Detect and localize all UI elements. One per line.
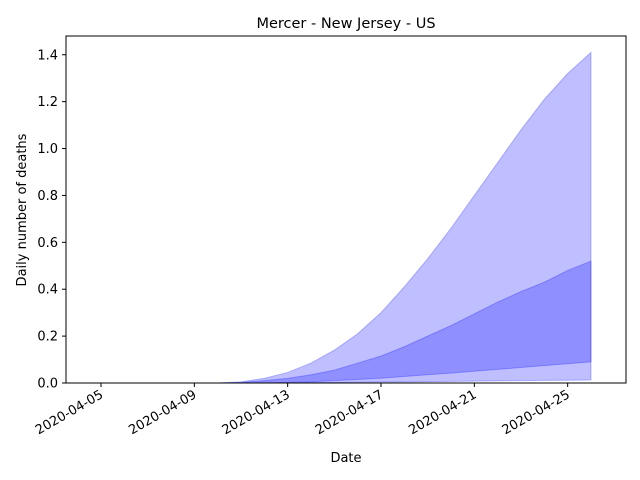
y-tick-label: 0.0 [37, 377, 58, 392]
y-tick-label: 0.8 [37, 189, 58, 204]
x-tick-label: 2020-04-25 [500, 387, 573, 438]
x-axis: 2020-04-05 2020-04-09 2020-04-13 2020-04-17… [33, 383, 573, 438]
y-tick-label: 0.4 [37, 283, 58, 298]
y-tick-label: 0.6 [37, 236, 58, 251]
x-tick-label: 2020-04-05 [33, 387, 106, 438]
plot-frame [65, 35, 627, 384]
chart-title: Mercer - New Jersey - US [256, 16, 435, 32]
x-tick-label: 2020-04-13 [220, 387, 293, 438]
x-tick-label: 2020-04-17 [313, 387, 386, 438]
x-axis-label: Date [330, 451, 361, 466]
band-inner [217, 260, 592, 384]
x-tick-label: 2020-04-09 [126, 387, 199, 438]
y-tick-label: 1.2 [37, 95, 58, 110]
y-axis-label: Daily number of deaths [15, 133, 30, 286]
y-tick-label: 1.4 [37, 48, 58, 63]
plot-area [217, 51, 592, 384]
y-tick-label: 0.2 [37, 330, 58, 345]
x-tick-label: 2020-04-21 [406, 387, 479, 438]
band-outer [217, 51, 592, 384]
y-axis: 0.0 0.2 0.4 0.6 0.8 1.0 1.2 1.4 [37, 48, 66, 392]
y-tick-label: 1.0 [37, 142, 58, 157]
